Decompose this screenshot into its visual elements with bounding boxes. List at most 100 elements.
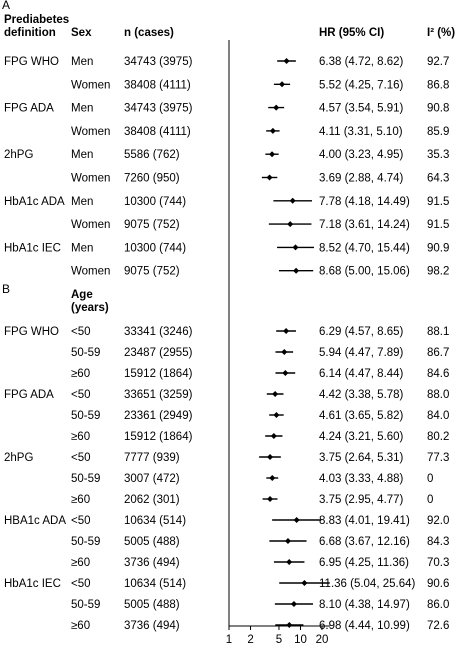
row-hr-ci-text: 8.10 (4.38, 14.97) [319,599,410,611]
row-group-label: 50-59 [71,536,100,548]
hr-point [270,433,277,439]
hr-point [269,475,276,481]
row-group-label: ≥60 [71,494,90,506]
row-i2-value: 90.9 [427,242,449,254]
row-group-label: ≥60 [71,620,90,632]
x-axis-tick-label: 2 [247,634,253,646]
col-header-age-line2: (years) [71,302,109,314]
row-i2-value: 70.3 [427,557,449,569]
row-i2-value: 35.3 [427,149,449,161]
hr-point [272,391,279,397]
hr-point [289,197,296,204]
row-definition-label: HbA1c ADA [4,196,65,208]
row-n-cases: 33341 (3246) [124,326,193,338]
row-i2-value: 77.3 [427,452,449,464]
row-hr-ci-text: 4.42 (3.38, 5.78) [319,389,404,401]
row-group-label: Women [71,173,110,185]
col-header-n: n (cases) [124,27,174,39]
row-n-cases: 10300 (744) [124,242,186,254]
col-header-definition-line1: Prediabetes [4,14,70,26]
row-i2-value: 84.3 [427,536,449,548]
hr-point [283,58,290,64]
row-hr-ci-text: 6.68 (3.67, 12.16) [319,536,410,548]
row-n-cases: 38408 (4111) [124,79,191,91]
row-hr-ci-text: 4.00 (3.23, 4.95) [319,149,404,161]
row-n-cases: 10634 (514) [124,578,186,590]
col-header-i2: I² (%) [427,27,456,39]
col-header-age-line1: Age [71,289,93,301]
col-header-definition-line2: definition [4,27,56,39]
row-definition-label: HbA1c IEC [4,242,61,254]
row-group-label: 50-59 [71,599,100,611]
hr-point [293,517,300,523]
row-i2-value: 64.3 [427,173,449,185]
row-n-cases: 7260 (950) [124,173,180,185]
row-i2-value: 90.6 [427,578,449,590]
row-n-cases: 38408 (4111) [124,126,191,138]
row-group-label: 50-59 [71,410,100,422]
row-group-label: Men [71,149,93,161]
hr-point [287,221,294,228]
row-i2-value: 91.5 [427,196,449,208]
hr-point [290,601,297,607]
row-hr-ci-text: 4.03 (3.33, 4.88) [319,473,404,485]
row-i2-value: 84.0 [427,410,449,422]
row-definition-label: 2hPG [4,452,33,464]
row-i2-value: 84.6 [427,368,449,380]
row-group-label: <50 [71,389,91,401]
row-hr-ci-text: 4.11 (3.31, 5.10) [319,126,403,138]
row-hr-ci-text: 3.69 (2.88, 4.74) [319,173,404,185]
x-axis-tick-label: 10 [294,634,307,646]
panel-a-label: A [2,0,11,12]
row-n-cases: 5586 (762) [124,149,180,161]
row-hr-ci-text: 11.36 (5.04, 25.64) [319,578,415,590]
row-n-cases: 15912 (1864) [124,368,193,380]
col-header-sex: Sex [71,27,92,39]
hr-point [267,496,274,502]
row-n-cases: 3736 (494) [124,620,180,632]
row-group-label: Women [71,126,110,138]
row-n-cases: 33651 (3259) [124,389,193,401]
row-group-label: ≥60 [71,368,90,380]
row-group-label: Men [71,103,93,115]
row-hr-ci-text: 4.61 (3.65, 5.82) [319,410,404,422]
row-hr-ci-text: 5.52 (4.25, 7.16) [319,79,404,91]
row-hr-ci-text: 6.29 (4.57, 8.65) [319,326,404,338]
row-n-cases: 23487 (2955) [124,347,193,359]
row-i2-value: 72.6 [427,620,449,632]
row-definition-label: FPG WHO [4,326,59,338]
hr-point [286,622,293,628]
row-n-cases: 34743 (3975) [124,56,193,68]
row-group-label: Men [71,242,93,254]
hr-point [282,370,289,376]
row-i2-value: 98.2 [427,266,449,278]
row-n-cases: 23361 (2949) [124,410,193,422]
row-group-label: ≥60 [71,431,90,443]
row-i2-value: 86.0 [427,599,449,611]
hr-point [267,454,274,460]
row-hr-ci-text: 7.78 (4.18, 14.49) [319,196,410,208]
hr-point [283,328,290,334]
col-header-hr: HR (95% CI) [319,27,385,39]
hr-point [284,538,291,544]
row-hr-ci-text: 5.94 (4.47, 7.89) [319,347,404,359]
row-definition-label: FPG ADA [4,103,54,115]
row-hr-ci-text: 8.83 (4.01, 19.41) [319,515,410,527]
row-i2-value: 86.7 [427,347,449,359]
row-hr-ci-text: 6.98 (4.44, 10.99) [319,620,410,632]
row-group-label: 50-59 [71,473,100,485]
row-n-cases: 9075 (752) [124,219,180,231]
hr-point [293,267,300,274]
row-hr-ci-text: 6.95 (4.25, 11.36) [319,557,409,569]
x-axis-tick-label: 20 [316,634,329,646]
hr-point [301,580,308,586]
row-i2-value: 0 [427,494,433,506]
row-n-cases: 9075 (752) [124,266,180,278]
row-hr-ci-text: 8.68 (5.00, 15.06) [319,266,410,278]
row-i2-value: 92.7 [427,56,449,68]
x-axis-tick-label: 5 [276,634,282,646]
row-definition-label: FPG WHO [4,56,59,68]
row-definition-label: 2hPG [4,149,33,161]
row-n-cases: 15912 (1864) [124,431,193,443]
x-axis-tick-label: 1 [226,634,232,646]
